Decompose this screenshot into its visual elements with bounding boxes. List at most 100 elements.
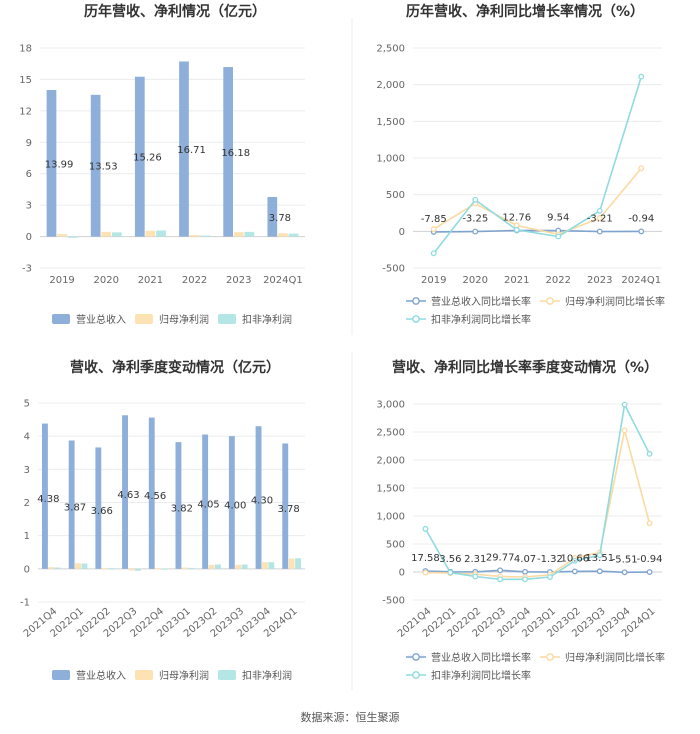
data-label: 4.63 (117, 490, 139, 501)
legend-marker (412, 315, 420, 323)
data-label: 4.05 (197, 500, 219, 511)
bar (228, 436, 235, 569)
x-tick-label: 2019 (49, 275, 74, 286)
legend-marker (412, 653, 420, 661)
y-tick-label: 3,000 (376, 400, 405, 411)
annual-revenue-profit-chart: 历年营收、净利情况（亿元） -3 0 3 6 9 12 15 18 2019 2020 2021 202… (19, 3, 305, 326)
x-tick-label: 2021 (138, 275, 163, 286)
x-tick-label: 2024Q1 (621, 275, 661, 286)
y-tick-label: 0 (26, 232, 32, 243)
x-tick-label: 2020 (94, 275, 119, 286)
y-tick-label: 4 (24, 432, 30, 443)
data-label: 3.78 (269, 213, 291, 224)
bar (95, 447, 102, 569)
bar (48, 567, 55, 569)
data-label: 29.77 (486, 552, 515, 563)
legend-label: 扣非净利润 (242, 313, 292, 326)
data-point (638, 165, 645, 172)
y-tick-label: -1 (20, 598, 30, 609)
bar (202, 434, 209, 569)
data-label: 15.26 (133, 153, 162, 164)
data-label: 9.54 (547, 213, 569, 224)
y-tick-label: 1,000 (376, 512, 405, 523)
x-tick-label: 2023 (226, 275, 251, 286)
data-label: 4.30 (251, 496, 273, 507)
x-tick-label: 2024Q1 (263, 275, 303, 286)
data-point (646, 520, 653, 527)
y-tick-label: 2,000 (376, 80, 405, 91)
legend-swatch (135, 314, 153, 324)
y-tick-label: -500 (382, 264, 405, 275)
data-point (596, 568, 603, 575)
legend-label: 营业总收入同比增长率 (431, 651, 531, 664)
quarterly-revenue-profit-chart: 营收、净利季度变动情况（亿元）-10123452021Q42022Q12022Q… (20, 359, 305, 682)
data-label: -3.21 (587, 214, 613, 225)
data-point (596, 228, 603, 235)
y-tick-label: 18 (19, 44, 32, 55)
series-line (425, 430, 651, 578)
data-label: 12.76 (502, 212, 531, 223)
bar (223, 67, 234, 237)
y-tick-label: 9 (26, 138, 32, 149)
y-tick-label: 1,500 (376, 484, 405, 495)
bar (134, 76, 145, 237)
bar (75, 563, 81, 569)
data-point (646, 569, 653, 576)
chart-title: 营收、净利同比增长率季度变动情况（%） (392, 359, 658, 376)
legend-swatch (218, 314, 236, 324)
y-tick-label: 1 (24, 531, 30, 542)
y-tick-label: 6 (26, 169, 32, 180)
y-tick-label: 12 (19, 106, 32, 117)
legend-marker (412, 671, 420, 679)
data-point (472, 573, 479, 580)
bar (262, 562, 268, 569)
y-tick-label: 2 (24, 498, 30, 509)
legend-label: 归母净利润 (159, 669, 209, 682)
quarterly-growth-rate-chart: 营收、净利同比增长率季度变动情况（%） -500 0 500 1,000 1,500 2,0… (376, 359, 665, 682)
y-tick-label: 1,000 (376, 154, 405, 165)
bar (233, 232, 244, 237)
data-point (596, 552, 603, 559)
data-label: 13.51 (585, 553, 614, 564)
bar (122, 415, 128, 569)
data-label: 4.00 (224, 501, 246, 512)
y-tick-label: -3 (22, 264, 32, 275)
legend-swatch (218, 670, 236, 680)
bar (101, 567, 108, 570)
data-label: 4.38 (37, 494, 59, 505)
data-label: 16.18 (221, 148, 250, 159)
data-point (497, 576, 504, 583)
data-label: 3.87 (64, 503, 86, 514)
bar (188, 567, 195, 570)
data-point (422, 569, 429, 576)
legend-marker (412, 297, 420, 305)
legend-marker (546, 297, 554, 305)
series-line (424, 402, 651, 581)
data-point (555, 233, 562, 240)
legend-marker (546, 653, 554, 661)
data-point (522, 576, 528, 583)
bar (200, 235, 211, 237)
data-point (430, 250, 437, 257)
bar (161, 568, 168, 570)
data-point (621, 427, 628, 434)
data-point (513, 226, 520, 233)
bar (189, 235, 200, 237)
bar (255, 426, 262, 569)
y-tick-label: 2,500 (376, 428, 405, 439)
x-tick-label: 2022 (546, 275, 571, 286)
bar (267, 196, 278, 237)
data-point (621, 569, 628, 576)
bar (268, 562, 275, 569)
bar (175, 442, 182, 569)
x-tick-label: 2023 (587, 275, 612, 286)
legend-label: 扣非净利润同比增长率 (431, 669, 531, 682)
bar (57, 233, 67, 237)
bar (295, 558, 301, 569)
bar (241, 564, 248, 569)
data-source-note: 数据来源：恒生聚源 (300, 711, 400, 724)
legend-label: 营业总收入 (76, 669, 126, 682)
series-line (425, 569, 650, 574)
chart-title: 历年营收、净利同比增长率情况（%） (406, 3, 644, 20)
y-tick-label: 2,500 (376, 44, 405, 55)
